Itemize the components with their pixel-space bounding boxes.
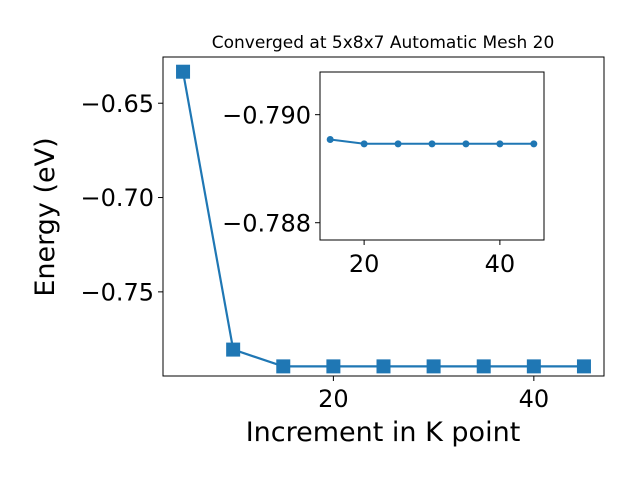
inset-data-point <box>326 136 334 144</box>
chart-title: Converged at 5x8x7 Automatic Mesh 20 <box>212 33 555 53</box>
main-axes-frame <box>162 56 605 377</box>
inset-data-point <box>462 140 470 148</box>
inset-data-point <box>428 140 436 148</box>
main-data-point <box>576 359 591 374</box>
inset-data-point <box>360 140 368 148</box>
x-axis-label: Increment in K point <box>246 417 521 448</box>
inset-x-ticks: 20 40 <box>349 240 515 278</box>
main-data-point <box>176 64 191 79</box>
main-x-tick-label: 40 <box>519 385 550 413</box>
main-y-tick-label: −0.75 <box>80 279 154 307</box>
main-plot: 20 40 −0.65−0.70−0.75 Converged at 5x8x7 … <box>30 33 605 448</box>
main-data-point <box>426 359 441 374</box>
inset-data-point <box>530 140 538 148</box>
main-data-point <box>326 359 341 374</box>
main-data-point <box>276 359 291 374</box>
inset-series-markers <box>326 136 538 148</box>
main-y-tick-label: −0.70 <box>80 184 154 212</box>
main-x-ticks: 20 40 <box>318 376 549 413</box>
inset-data-point <box>496 140 504 148</box>
inset-axes-frame <box>319 71 545 241</box>
inset-plot: 20 40 −0.790−0.788 <box>222 71 545 278</box>
main-data-point <box>476 359 491 374</box>
inset-data-point <box>394 140 402 148</box>
main-series-markers <box>176 64 591 374</box>
inset-x-tick-label: 20 <box>349 250 380 278</box>
main-data-point <box>226 342 241 357</box>
main-y-ticks: −0.65 −0.70 −0.75 <box>80 90 163 307</box>
main-data-point <box>376 359 391 374</box>
inset-y-tick-label: −0.790 <box>222 101 311 129</box>
inset-y-tick-label: −0.788 <box>222 209 311 237</box>
inset-x-tick-label: 40 <box>485 250 516 278</box>
y-axis-label: Energy (eV) <box>30 137 61 296</box>
main-y-tick-label: −0.65 <box>80 90 154 118</box>
main-data-point <box>526 359 541 374</box>
inset-y-ticks: −0.790 −0.788 <box>222 101 320 237</box>
main-x-tick-label: 20 <box>318 385 349 413</box>
inset-background <box>320 72 544 240</box>
